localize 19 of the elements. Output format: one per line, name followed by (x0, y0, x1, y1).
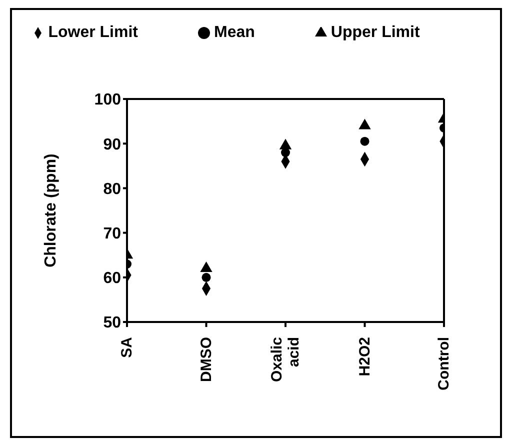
y-tick-label: 80 (103, 180, 122, 198)
x-tick-label: H2O2 (356, 337, 374, 376)
point (202, 272, 211, 282)
x-tick-label: Control (436, 337, 452, 390)
legend-label: Lower Limit (48, 24, 138, 41)
y-tick-label: 70 (103, 225, 122, 242)
x-tick-label: SA (118, 336, 136, 358)
x-tick-label: DMSO (198, 336, 215, 382)
y-tick-label: 100 (94, 92, 122, 109)
legend-label: Upper Limit (330, 24, 420, 41)
y-axis-title: Chlorate (ppm) (42, 154, 60, 268)
x-tick-label: Oxalic acid (268, 337, 302, 382)
legend-label: Mean (214, 24, 255, 41)
point (279, 138, 292, 150)
y-tick-label: 50 (103, 314, 122, 332)
point (360, 136, 370, 146)
point (358, 118, 371, 130)
y-tick-label: 90 (103, 136, 122, 154)
y-tick-label: 60 (103, 270, 122, 288)
